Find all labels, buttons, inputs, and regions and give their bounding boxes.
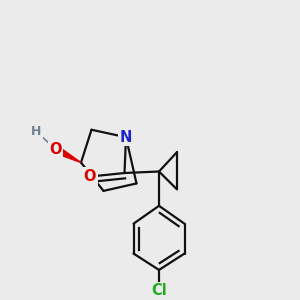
Text: Cl: Cl xyxy=(151,283,167,298)
Polygon shape xyxy=(54,146,81,163)
Text: H: H xyxy=(31,125,41,138)
Text: N: N xyxy=(120,130,132,145)
Text: O: O xyxy=(49,142,62,157)
Text: O: O xyxy=(84,169,96,184)
